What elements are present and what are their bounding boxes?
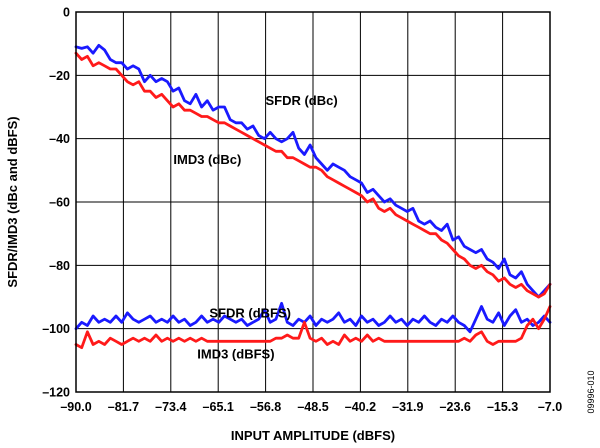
- series-label: IMD3 (dBFS): [197, 347, 274, 362]
- series-labels: SFDR (dBc) IMD3 (dBc) SFDR (dBFS) IMD3 (dBF…: [173, 93, 337, 361]
- x-tick-label: –23.6: [440, 400, 471, 414]
- x-tick-label: –48.5: [297, 400, 328, 414]
- x-tick-label: –56.8: [250, 400, 281, 414]
- x-tick-labels: –90.0 –81.7 –73.4 –65.1 –56.8 –48.5 –40.2 –31.9…: [60, 400, 562, 414]
- series-line-sfdr-dbfs: [74, 301, 552, 334]
- series-line-imd3-dbc: [74, 51, 552, 299]
- y-tick-label: –20: [49, 69, 70, 83]
- x-tick-label: –40.2: [345, 400, 376, 414]
- y-tick-label: 0: [63, 6, 70, 20]
- x-tick-label: –15.3: [487, 400, 518, 414]
- x-tick-label: –31.9: [392, 400, 423, 414]
- x-tick-label: –90.0: [60, 400, 91, 414]
- plot-frame: [75, 11, 551, 393]
- series-line-sfdr-dbc: [74, 43, 552, 299]
- y-tick-label: –100: [42, 322, 70, 336]
- series-lines: [74, 43, 552, 350]
- y-tick-label: –60: [49, 196, 70, 210]
- grid: [76, 12, 550, 392]
- series-line-imd3-dbfs: [74, 305, 552, 350]
- x-tick-label: –81.7: [108, 400, 139, 414]
- y-axis-title: SFDR/IMD3 (dBc and dBFS): [5, 116, 20, 287]
- x-tick-label: –65.1: [203, 400, 234, 414]
- y-tick-labels: 0 –20 –40 –60 –80 –100 –120: [42, 6, 70, 400]
- y-tick-label: –120: [42, 386, 70, 400]
- x-tick-label: –7.0: [538, 400, 562, 414]
- x-axis-title: INPUT AMPLITUDE (dBFS): [231, 428, 395, 443]
- series-label: SFDR (dBFS): [209, 305, 291, 320]
- y-tick-label: –40: [49, 132, 70, 146]
- series-label: SFDR (dBc): [265, 93, 337, 108]
- figure-id: 09996-010: [586, 370, 596, 413]
- series-label: IMD3 (dBc): [173, 152, 241, 167]
- y-tick-label: –80: [49, 259, 70, 273]
- x-tick-label: –73.4: [155, 400, 186, 414]
